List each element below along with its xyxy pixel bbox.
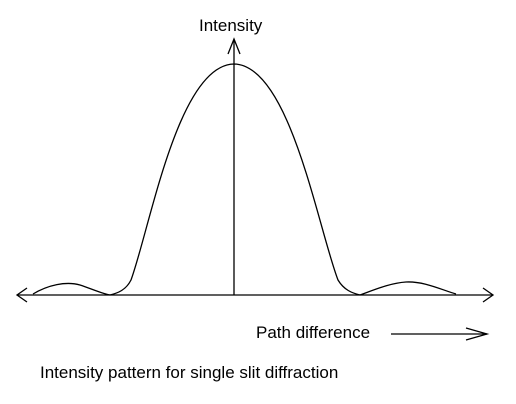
y-axis-label: Intensity [199, 16, 263, 35]
right-secondary-maximum-curve [359, 281, 457, 296]
x-axis-left-arrowhead [15, 287, 28, 303]
x-axis-label: Path difference [256, 323, 371, 342]
x-axis-right-arrowhead [482, 287, 495, 303]
y-axis-arrowhead [227, 37, 241, 55]
diagram-caption: Intensity pattern for single slit diffra… [40, 363, 339, 382]
path-difference-arrowhead [465, 327, 490, 341]
central-maximum-curve [109, 63, 361, 296]
left-secondary-maximum-curve [32, 282, 111, 296]
